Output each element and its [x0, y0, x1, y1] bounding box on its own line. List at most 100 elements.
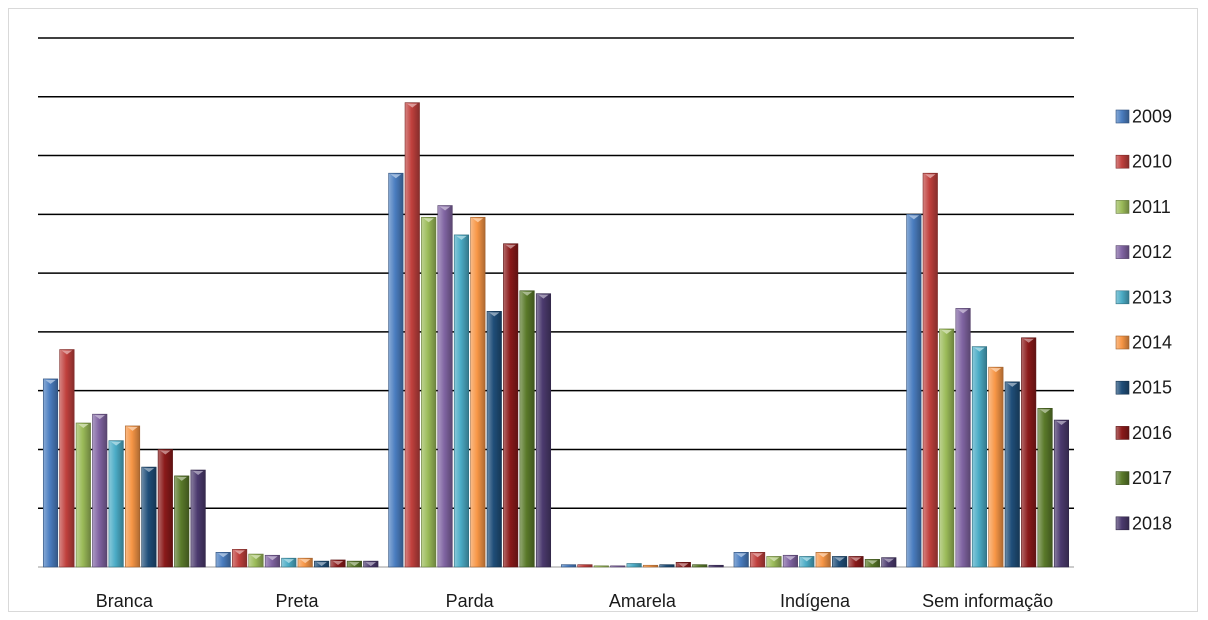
bar-bevel	[801, 557, 813, 562]
bar-2015-parda	[486, 311, 502, 568]
bar-2014-indígena	[815, 552, 831, 568]
bar-bevel	[234, 550, 245, 555]
bar-2011-branca	[75, 422, 91, 568]
bar-bevel	[143, 468, 155, 473]
bar-bevel	[423, 218, 434, 223]
bar-bevel	[456, 235, 467, 240]
bar-2014-branca	[124, 425, 141, 568]
legend-label-2012: 2012	[1132, 242, 1172, 262]
bar-bevel	[316, 562, 327, 567]
bar-2017-branca	[174, 475, 190, 568]
bar-2012-sem-informação	[955, 308, 971, 568]
bar-bevel	[283, 559, 295, 564]
bar-bevel	[332, 560, 344, 565]
bar-2009-amarela	[560, 564, 577, 568]
bar-bevel	[925, 174, 936, 179]
bar-2016-indígena	[848, 556, 864, 568]
bar-bevel	[94, 415, 105, 420]
bar-2017-amarela	[692, 564, 708, 568]
bar-2010-amarela	[577, 564, 593, 568]
bar-bevel	[908, 215, 920, 220]
legend-swatch-2012	[1115, 245, 1130, 259]
bar-bevel	[752, 553, 763, 558]
bar-bevel	[176, 476, 187, 481]
legend-swatch-2009	[1115, 109, 1130, 124]
bar-2009-indígena	[733, 552, 749, 568]
gridlines	[38, 37, 1074, 568]
bar-bevel	[1056, 421, 1067, 426]
bar-2010-parda	[404, 102, 420, 568]
bar-2011-preta	[248, 553, 264, 568]
bar-2009-sem-informação	[906, 214, 922, 568]
bar-2009-parda	[388, 172, 404, 568]
bar-2018-branca	[190, 469, 206, 568]
bar-2012-amarela	[610, 565, 626, 568]
bar-2013-amarela	[626, 563, 642, 568]
bar-bevel	[127, 426, 138, 431]
bar-2012-preta	[264, 554, 280, 568]
bar-bevel	[817, 553, 829, 558]
bar-bevel	[505, 244, 516, 249]
bar-2011-amarela	[593, 565, 609, 568]
bar-bevel	[785, 556, 796, 561]
bar-2014-sem-informação	[988, 366, 1004, 568]
bar-bevel	[883, 558, 895, 563]
bar-2018-amarela	[708, 564, 724, 568]
legend-swatch-2015	[1115, 380, 1130, 395]
bar-2014-amarela	[642, 564, 659, 568]
legend-label-2011: 2011	[1132, 197, 1171, 217]
category-label: Parda	[446, 591, 495, 611]
legend-label-2017: 2017	[1132, 468, 1172, 488]
bar-bevel	[941, 329, 952, 334]
bar-bevel	[834, 557, 845, 562]
bar-2018-parda	[535, 293, 552, 568]
bar-2009-preta	[215, 552, 231, 568]
bar-bevel	[472, 218, 484, 223]
bar-2013-parda	[453, 234, 470, 568]
bar-2012-indígena	[782, 554, 798, 568]
bar-2018-sem-informação	[1053, 419, 1070, 568]
bar-2012-parda	[437, 205, 453, 568]
bar-bevel	[61, 350, 73, 355]
bar-bevel	[217, 553, 229, 558]
bar-2010-preta	[232, 549, 248, 568]
bar-2013-indígena	[799, 556, 815, 568]
bar-bevel	[1023, 338, 1034, 343]
bar-bevel	[850, 557, 862, 562]
bar-bevel	[678, 563, 689, 568]
category-label: Indígena	[780, 591, 851, 611]
bar-bevel	[489, 312, 500, 317]
bar-bevel	[1007, 382, 1018, 387]
bar-bevel	[45, 379, 56, 384]
bar-bevel	[735, 553, 747, 558]
legend-swatch-2018	[1115, 516, 1130, 531]
bar-bevel	[768, 557, 780, 562]
category-label: Branca	[96, 591, 154, 611]
bar-bevel	[267, 556, 278, 561]
bar-2014-parda	[470, 216, 486, 568]
bar-2011-indígena	[766, 556, 782, 568]
bar-bevel	[521, 291, 533, 296]
legend-swatch-2013	[1115, 290, 1130, 305]
bars	[42, 102, 1070, 568]
bar-bevel	[78, 423, 89, 428]
bar-2011-sem-informação	[939, 328, 955, 568]
bar-bevel	[990, 368, 1002, 373]
bar-2017-sem-informação	[1037, 407, 1053, 568]
category-label: Amarela	[609, 591, 677, 611]
bar-2016-sem-informação	[1021, 337, 1037, 568]
legend-label-2010: 2010	[1132, 152, 1172, 172]
bar-bevel	[407, 103, 418, 108]
bar-bevel	[349, 562, 360, 567]
legend-swatch-2014	[1115, 335, 1130, 350]
bar-2012-branca	[92, 413, 108, 568]
bar-2016-parda	[503, 243, 519, 568]
bar-2013-sem-informação	[971, 346, 988, 568]
legend-label-2018: 2018	[1132, 513, 1172, 533]
bar-bevel	[538, 294, 549, 299]
bar-bevel	[299, 559, 311, 564]
bar-2015-amarela	[659, 564, 675, 568]
bar-2016-branca	[157, 449, 173, 568]
bar-bevel	[957, 309, 969, 314]
legend-swatch-2016	[1115, 426, 1130, 440]
